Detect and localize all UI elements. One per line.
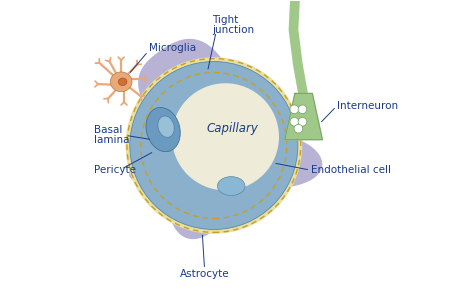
- Circle shape: [298, 105, 307, 114]
- Circle shape: [290, 117, 299, 126]
- Circle shape: [130, 61, 298, 230]
- Ellipse shape: [130, 142, 208, 182]
- Ellipse shape: [162, 113, 211, 147]
- Ellipse shape: [210, 150, 245, 216]
- Text: Microglia: Microglia: [149, 43, 196, 54]
- Circle shape: [290, 105, 299, 114]
- Ellipse shape: [118, 78, 127, 86]
- Ellipse shape: [110, 72, 132, 92]
- Ellipse shape: [218, 177, 245, 196]
- Ellipse shape: [146, 107, 180, 152]
- Circle shape: [294, 124, 303, 133]
- Circle shape: [126, 57, 302, 234]
- Text: Endothelial cell: Endothelial cell: [311, 165, 391, 175]
- Polygon shape: [285, 93, 322, 140]
- Ellipse shape: [195, 81, 220, 141]
- Polygon shape: [135, 40, 321, 238]
- Circle shape: [298, 117, 307, 126]
- Text: Capillary: Capillary: [207, 122, 259, 135]
- Ellipse shape: [181, 151, 217, 224]
- Text: lamina: lamina: [94, 135, 129, 145]
- Text: junction: junction: [212, 25, 255, 35]
- Text: Interneuron: Interneuron: [337, 101, 398, 111]
- Text: Astrocyte: Astrocyte: [180, 269, 230, 279]
- Ellipse shape: [218, 143, 275, 173]
- Text: Tight: Tight: [212, 15, 238, 24]
- Circle shape: [172, 83, 279, 190]
- Text: Basal: Basal: [94, 125, 122, 134]
- Text: Pericyte: Pericyte: [94, 165, 136, 175]
- Ellipse shape: [158, 116, 174, 137]
